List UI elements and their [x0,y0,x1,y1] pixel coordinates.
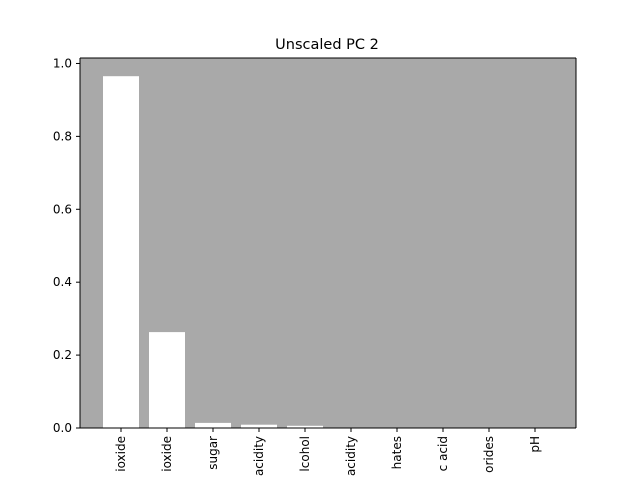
y-tick-label: 1.0 [53,56,72,70]
bar-4 [287,425,323,428]
x-tick-label: acidity [344,436,358,476]
x-tick-label: ioxide [114,436,128,472]
x-tick-label: hates [390,436,404,469]
plot-frame [79,57,577,429]
y-axis: 0.0 0.2 0.4 0.6 0.8 1.0 [53,56,80,435]
chart-title: Unscaled PC 2 [275,37,379,53]
y-tick-label: 0.6 [53,202,72,216]
bar-3 [241,424,277,428]
x-tick-label: sugar [206,436,220,470]
y-tick-label: 0.8 [53,129,72,143]
bar-2 [195,422,231,428]
x-tick-label: c acid [436,436,450,471]
y-tick-label: 0.4 [53,275,72,289]
x-tick-label: ioxide [160,436,174,472]
x-tick-label: pH [528,436,542,453]
bar-0 [103,76,139,428]
x-tick-label: lcohol [298,436,312,472]
x-tick-label: acidity [252,436,266,476]
bars-group [103,76,553,428]
x-tick-label: orides [482,436,496,473]
y-tick-label: 0.0 [53,421,72,435]
bar-1 [149,332,185,428]
y-tick-label: 0.2 [53,348,72,362]
x-axis: ioxide ioxide sugar acidity lcohol acidity hat… [114,428,542,476]
